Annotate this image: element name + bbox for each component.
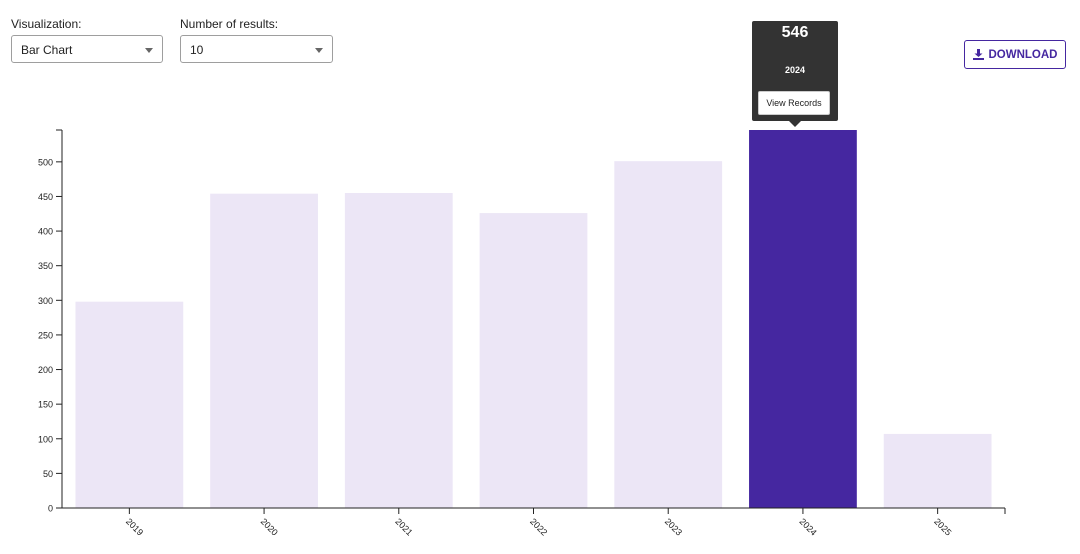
bar-2020[interactable] [210,193,318,508]
y-tick-label: 100 [38,434,53,444]
y-tick-label: 150 [38,400,53,410]
y-tick-label: 50 [43,469,53,479]
bar-tooltip: 546 2024 View Records [752,21,838,127]
tooltip-category: 2024 [784,65,806,75]
visualization-label: Visualization: [11,17,82,31]
x-tick-label: 2022 [528,516,549,537]
number-of-results-select[interactable]: 10 [180,35,333,63]
x-tick-label: 2021 [393,516,414,537]
chevron-down-icon [145,48,153,53]
x-tick-label: 2025 [932,516,953,537]
x-tick-label: 2023 [663,516,684,537]
bar-2025[interactable] [883,433,992,508]
y-tick-label: 450 [38,192,53,202]
download-button[interactable]: DOWNLOAD [964,40,1066,69]
x-tick-label: 2024 [798,516,819,537]
visualization-select[interactable]: Bar Chart [11,35,163,63]
y-tick-label: 350 [38,261,53,271]
download-label: DOWNLOAD [988,48,1058,61]
number-of-results-value: 10 [190,43,204,57]
x-tick-label: 2020 [259,516,280,537]
y-tick-label: 0 [48,504,53,514]
y-tick-label: 200 [38,365,53,375]
bar-2023[interactable] [614,161,723,508]
tooltip-value: 546 [781,24,809,41]
y-tick-label: 400 [38,227,53,237]
y-tick-label: 250 [38,330,53,340]
y-tick-label: 300 [38,296,53,306]
x-tick-label: 2019 [124,516,145,537]
number-of-results-label: Number of results: [180,17,279,31]
visualization-select-value: Bar Chart [21,43,73,57]
view-records-button[interactable]: View Records [758,91,830,115]
download-icon [972,49,984,60]
bar-2019[interactable] [75,301,184,508]
bar-2022[interactable] [479,213,588,509]
y-tick-label: 500 [38,157,53,167]
bar-2021[interactable] [344,193,453,508]
chevron-down-icon [315,48,323,53]
bar-2024[interactable] [749,130,857,508]
